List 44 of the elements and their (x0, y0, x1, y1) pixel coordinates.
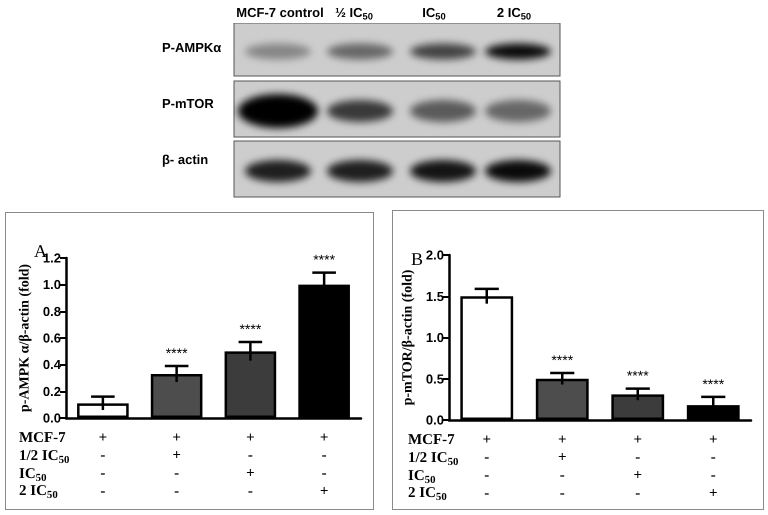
data-label: **** (239, 321, 262, 337)
y-axis-title: p-AMPK α/β-actin (fold) (18, 264, 33, 412)
y-tick-label: 2.0 (426, 248, 444, 262)
y-tick-label: 0.5 (426, 371, 444, 386)
category-label: P-mTOR (162, 96, 214, 111)
category-label: P-AMPKα (162, 40, 222, 55)
text: IC$_{50}$ (19, 466, 46, 484)
x-tick-label: + - - - (98, 430, 108, 500)
y-tick-label: 1.0 (426, 330, 444, 345)
data-label: **** (702, 376, 725, 392)
text: 1/2 IC$_{50}$ (408, 450, 458, 468)
y-tick-label: 0.4 (42, 357, 62, 372)
x-tick-label: + - + - (633, 432, 642, 502)
y-tick-label: 1.5 (426, 288, 444, 304)
x-tick-label: + + - - (558, 432, 567, 502)
x-tick-label: + - - + (320, 430, 328, 500)
y-tick-label: 0.2 (42, 384, 61, 399)
x-tick-label: + - + - (246, 430, 255, 500)
y-tick-label: 1.2 (42, 250, 61, 266)
category-label: 2 IC$_{50}$ (496, 5, 532, 22)
y-tick-label: 0.0 (426, 412, 444, 428)
text: 2 IC$_{50}$ (19, 483, 58, 502)
text: IC$_{50}$ (408, 468, 436, 486)
category-label: MCF-7 control (235, 5, 325, 21)
data-label: **** (313, 252, 336, 268)
data-label: **** (626, 368, 650, 384)
category-label: β- actin (162, 152, 208, 167)
text: MCF-7 (408, 432, 455, 450)
text: 1/2 IC$_{50}$ (19, 448, 70, 466)
chart-title: B (411, 249, 424, 269)
y-tick-label: 0.6 (42, 330, 61, 346)
y-tick-label: 0.8 (42, 304, 61, 319)
x-tick-label: + - - - (482, 432, 492, 502)
y-tick-label: 1.0 (42, 277, 61, 292)
text: 2 IC$_{50}$ (408, 485, 447, 504)
y-axis-title: p-mTOR/β-actin (fold) (400, 269, 416, 406)
y-tick-label: 0.0 (42, 410, 61, 426)
data-label: **** (166, 345, 188, 361)
text: MCF-7 (19, 430, 66, 448)
category-label: ½ IC$_{50}$ (335, 5, 373, 22)
data-label: **** (551, 352, 574, 368)
x-tick-label: + + - - (172, 430, 181, 500)
category-label: IC$_{50}$ (421, 5, 447, 22)
x-tick-label: + - - + (708, 432, 718, 502)
